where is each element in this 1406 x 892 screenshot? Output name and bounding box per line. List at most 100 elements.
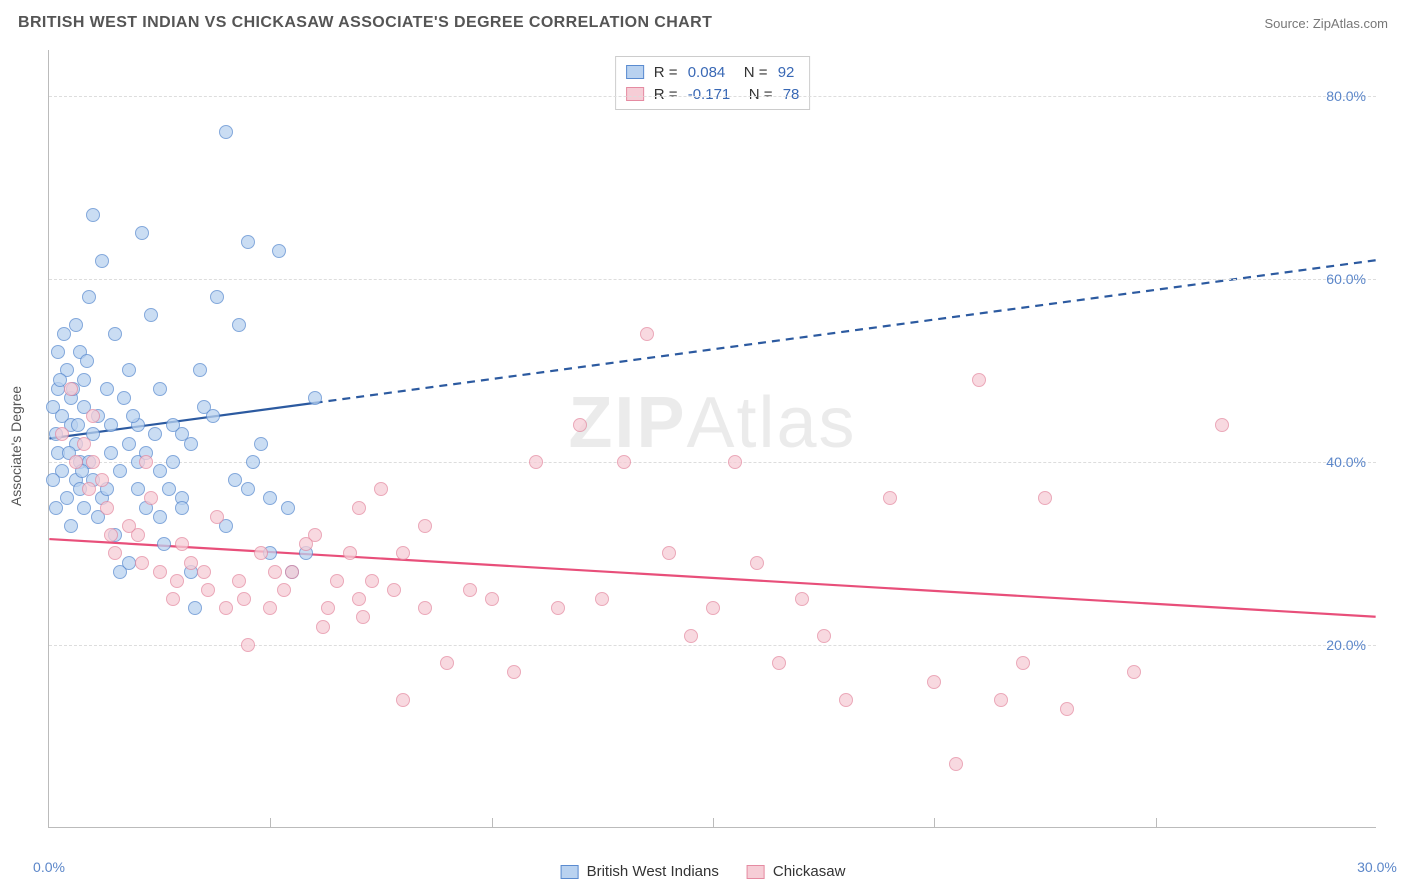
grid-line-horizontal <box>49 96 1376 97</box>
scatter-point <box>144 308 158 322</box>
scatter-point <box>485 592 499 606</box>
scatter-point <box>268 565 282 579</box>
scatter-point <box>210 290 224 304</box>
scatter-point <box>108 327 122 341</box>
scatter-point <box>95 254 109 268</box>
scatter-point <box>839 693 853 707</box>
scatter-point <box>365 574 379 588</box>
legend-label: Chickasaw <box>773 863 846 880</box>
scatter-point <box>1038 491 1052 505</box>
scatter-point <box>71 418 85 432</box>
scatter-point <box>104 528 118 542</box>
scatter-point <box>1016 656 1030 670</box>
scatter-point <box>1127 665 1141 679</box>
scatter-point <box>153 382 167 396</box>
scatter-point <box>162 482 176 496</box>
scatter-point <box>175 537 189 551</box>
scatter-point <box>232 574 246 588</box>
scatter-point <box>684 629 698 643</box>
scatter-point <box>126 409 140 423</box>
scatter-point <box>148 427 162 441</box>
scatter-point <box>117 391 131 405</box>
scatter-point <box>272 244 286 258</box>
scatter-point <box>46 473 60 487</box>
scatter-point <box>949 757 963 771</box>
scatter-point <box>994 693 1008 707</box>
scatter-point <box>193 363 207 377</box>
y-axis-title: Associate's Degree <box>8 386 24 506</box>
scatter-point <box>263 601 277 615</box>
scatter-point <box>418 519 432 533</box>
grid-line-vertical <box>270 818 271 828</box>
legend-swatch <box>626 65 644 79</box>
scatter-point <box>662 546 676 560</box>
scatter-point <box>817 629 831 643</box>
scatter-point <box>175 501 189 515</box>
stats-row: R = 0.084 N = 92 <box>626 61 800 83</box>
scatter-point <box>86 409 100 423</box>
legend-item: British West Indians <box>561 863 719 880</box>
trend-lines <box>49 50 1376 827</box>
scatter-point <box>1060 702 1074 716</box>
scatter-point <box>166 455 180 469</box>
x-tick-label: 30.0% <box>1357 859 1397 875</box>
scatter-point <box>352 501 366 515</box>
scatter-point <box>77 501 91 515</box>
chart-container: BRITISH WEST INDIAN VS CHICKASAW ASSOCIA… <box>0 0 1406 892</box>
scatter-point <box>343 546 357 560</box>
y-tick-label: 20.0% <box>1326 637 1366 653</box>
scatter-point <box>640 327 654 341</box>
chart-header: BRITISH WEST INDIAN VS CHICKASAW ASSOCIA… <box>0 0 1406 38</box>
scatter-point <box>396 693 410 707</box>
scatter-point <box>728 455 742 469</box>
scatter-point <box>86 455 100 469</box>
stats-row: R = -0.171 N = 78 <box>626 83 800 105</box>
scatter-point <box>100 382 114 396</box>
scatter-point <box>246 455 260 469</box>
scatter-point <box>750 556 764 570</box>
scatter-point <box>57 327 71 341</box>
scatter-point <box>131 482 145 496</box>
scatter-point <box>122 437 136 451</box>
scatter-point <box>64 382 78 396</box>
scatter-point <box>49 501 63 515</box>
grid-line-horizontal <box>49 279 1376 280</box>
scatter-point <box>55 427 69 441</box>
scatter-point <box>46 400 60 414</box>
watermark: ZIPAtlas <box>568 382 856 464</box>
scatter-point <box>237 592 251 606</box>
scatter-point <box>316 620 330 634</box>
scatter-point <box>157 537 171 551</box>
scatter-point <box>122 363 136 377</box>
scatter-point <box>795 592 809 606</box>
legend-item: Chickasaw <box>747 863 846 880</box>
scatter-point <box>617 455 631 469</box>
scatter-point <box>254 437 268 451</box>
scatter-point <box>219 601 233 615</box>
scatter-point <box>80 354 94 368</box>
scatter-point <box>64 519 78 533</box>
scatter-point <box>463 583 477 597</box>
scatter-point <box>529 455 543 469</box>
scatter-point <box>321 601 335 615</box>
scatter-point <box>139 455 153 469</box>
scatter-point <box>113 464 127 478</box>
scatter-point <box>241 482 255 496</box>
grid-line-vertical <box>934 818 935 828</box>
scatter-point <box>551 601 565 615</box>
legend-swatch <box>626 87 644 101</box>
scatter-point <box>100 501 114 515</box>
legend-label: British West Indians <box>587 863 719 880</box>
scatter-point <box>573 418 587 432</box>
scatter-point <box>374 482 388 496</box>
scatter-point <box>201 583 215 597</box>
scatter-point <box>281 501 295 515</box>
legend-swatch <box>747 865 765 879</box>
grid-line-vertical <box>492 818 493 828</box>
scatter-point <box>104 446 118 460</box>
scatter-point <box>51 345 65 359</box>
scatter-point <box>206 409 220 423</box>
scatter-point <box>219 125 233 139</box>
scatter-point <box>387 583 401 597</box>
scatter-point <box>1215 418 1229 432</box>
